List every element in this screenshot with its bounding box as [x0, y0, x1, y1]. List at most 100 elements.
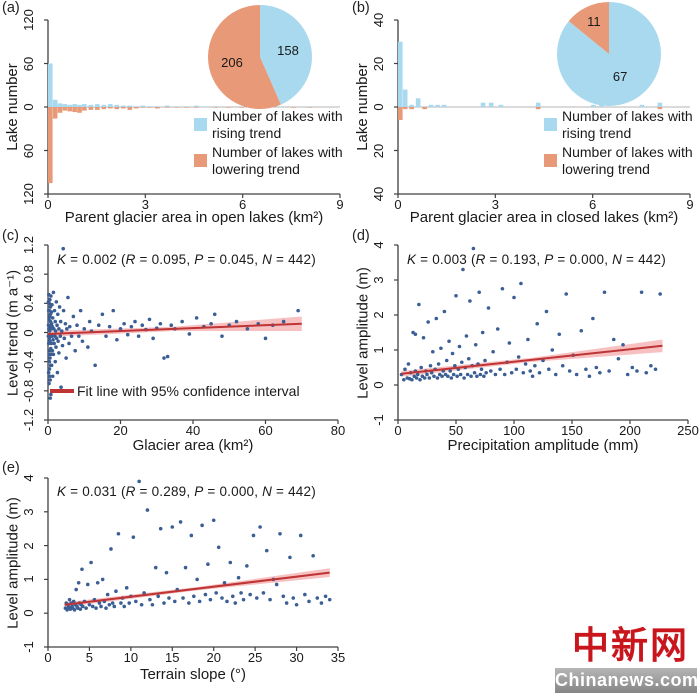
scatter-point [89, 560, 93, 565]
scatter-point [55, 323, 59, 328]
bar-rising [203, 106, 209, 107]
scatter-point [236, 575, 241, 580]
scatter-point [51, 352, 56, 357]
bar-rising [88, 104, 94, 107]
scatter-point [455, 374, 459, 379]
bar-rising [435, 104, 440, 107]
scatter-point [81, 604, 85, 609]
scatter-point [471, 246, 476, 251]
scatter-point [110, 601, 115, 605]
bar-lowering [77, 107, 82, 113]
scatter-point [170, 525, 175, 529]
stats-annotation: K = 0.031 (R = 0.289, P = 0.000, N = 442… [57, 484, 316, 499]
bar-lowering [133, 107, 139, 109]
scatter-point [602, 290, 607, 295]
scatter-point [261, 591, 266, 595]
scatter-point [77, 334, 81, 338]
legend-entry-lowering: Number of lakes with lowering trend [544, 144, 696, 177]
scatter-point [80, 567, 84, 572]
scatter-point [327, 597, 332, 602]
scatter-point [439, 346, 443, 351]
y-tick-label: -1 [370, 414, 386, 426]
scatter-point [211, 518, 216, 523]
scatter-point [591, 316, 595, 321]
bar-rising [409, 104, 414, 107]
y-tick-label: 40 [370, 12, 386, 28]
scatter-point [65, 327, 69, 331]
x-axis-label: Parent glacier area in open lakes (km²) [64, 209, 324, 226]
bar-rising [657, 102, 663, 107]
x-tick-label: 0 [44, 423, 52, 438]
scatter-point [584, 367, 588, 372]
bar-rising [48, 63, 53, 107]
bar-lowering [121, 107, 126, 109]
scatter-point [429, 370, 434, 375]
bar-lowering [291, 107, 296, 108]
scatter-point [502, 372, 507, 377]
scatter-point [139, 602, 144, 607]
bar-rising [121, 105, 126, 107]
scatter-point [51, 337, 55, 342]
bar-lowering [57, 107, 63, 113]
bar-lowering [657, 107, 663, 110]
scatter-point [560, 363, 565, 368]
scatter-point [268, 597, 272, 602]
x-axis-label: Parent glacier area in closed lakes (km²… [409, 209, 679, 226]
bar-rising [57, 103, 63, 107]
scatter-point [46, 370, 51, 375]
scatter-point [140, 323, 145, 328]
scatter-point [291, 596, 296, 600]
lowering-swatch [194, 154, 207, 167]
scatter-point [53, 319, 58, 324]
x-tick-label: 80 [330, 423, 346, 438]
x-tick-label: 40 [185, 423, 201, 438]
scatter-point [611, 337, 616, 342]
scatter-point [234, 319, 239, 324]
legend: Number of lakes with rising trend Number… [194, 108, 346, 180]
scatter-point [477, 290, 481, 295]
scatter-point [254, 596, 259, 600]
y-tick-label: 1 [20, 575, 36, 584]
scatter-point [535, 321, 539, 326]
scatter-point [483, 358, 487, 363]
bar-rising [441, 104, 447, 107]
panel-c-plot [44, 244, 339, 424]
scatter-point [181, 596, 185, 600]
scatter-point [557, 332, 562, 337]
scatter-point [107, 324, 112, 329]
scatter-point [212, 312, 217, 317]
scatter-point [587, 374, 592, 379]
scatter-point [449, 376, 454, 380]
scatter-point [526, 337, 530, 342]
bar-rising [127, 105, 133, 107]
scatter-point [479, 367, 484, 372]
scatter-point [63, 321, 68, 326]
scatter-point [60, 343, 65, 348]
scatter-point [427, 376, 432, 380]
y-tick-label: 60 [20, 143, 36, 158]
scatter-point [245, 564, 249, 568]
bar-lowering [108, 107, 113, 109]
scatter-point [64, 356, 68, 360]
scatter-point [58, 319, 63, 324]
scatter-point [84, 606, 88, 610]
scatter-point [61, 308, 66, 313]
scatter-point [114, 589, 118, 594]
scatter-point [264, 548, 269, 553]
scatter-point [96, 323, 101, 328]
scatter-point [85, 582, 90, 587]
bar-rising [140, 105, 146, 107]
scatter-point [156, 594, 160, 599]
scatter-point [51, 290, 56, 295]
bar-rising [114, 104, 120, 107]
x-tick-label: 10 [123, 650, 139, 665]
bar-rising [101, 104, 107, 107]
bar-rising [415, 98, 421, 107]
scatter-point [111, 308, 116, 313]
scatter-point [158, 321, 163, 326]
scatter-point [195, 577, 199, 582]
bar-lowering [62, 107, 68, 111]
scatter-point [500, 286, 505, 291]
bar-rising [146, 106, 152, 107]
legend-label: Number of lakes with rising trend [212, 108, 343, 141]
